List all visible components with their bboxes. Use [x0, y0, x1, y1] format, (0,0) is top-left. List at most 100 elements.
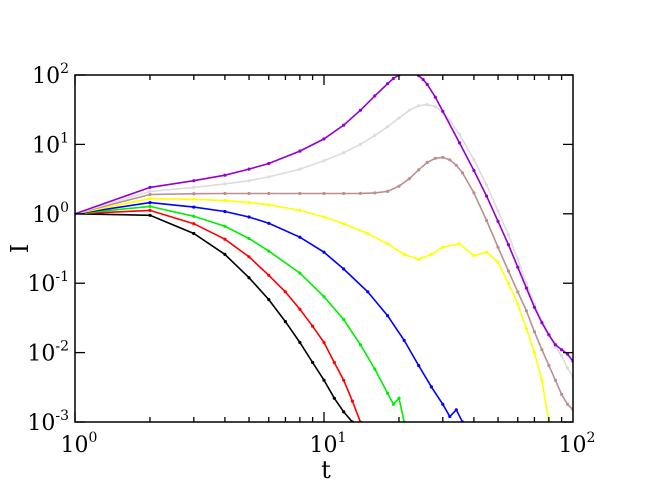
tick-exponent: 1: [60, 130, 69, 146]
data-point: [407, 177, 411, 181]
data-point: [373, 367, 377, 371]
series-0: [75, 212, 354, 422]
y-tick-label: 10-2: [27, 339, 69, 367]
data-point: [540, 321, 544, 325]
data-point: [342, 267, 346, 271]
series-line: [75, 209, 362, 422]
data-point: [192, 192, 196, 196]
tick-exponent: 0: [60, 200, 69, 216]
series-line: [75, 197, 550, 422]
series-line: [75, 103, 573, 378]
data-point: [342, 151, 346, 155]
data-point: [560, 392, 564, 396]
tick-exponent: 0: [89, 430, 98, 446]
tick-base: 10: [27, 272, 55, 297]
data-point: [524, 327, 529, 331]
data-point: [402, 338, 406, 342]
data-point: [322, 191, 326, 196]
data-point: [358, 108, 362, 112]
data-point: [223, 224, 227, 228]
data-point: [247, 191, 251, 196]
series-line: [75, 75, 573, 362]
data-point: [192, 222, 196, 226]
data-point: [223, 191, 227, 196]
data-point: [267, 298, 271, 302]
data-point: [267, 175, 271, 179]
data-point: [524, 309, 529, 313]
data-point: [148, 197, 152, 201]
data-point: [247, 167, 251, 171]
data-point: [433, 156, 437, 160]
x-tick-label: 102: [559, 430, 596, 458]
data-point: [332, 360, 336, 365]
data-point: [441, 109, 445, 113]
y-tick-label: 10-3: [27, 408, 69, 436]
data-point: [485, 183, 489, 187]
series-7: [75, 75, 573, 363]
data-point: [425, 82, 429, 87]
data-point: [342, 191, 346, 196]
tick-base: 10: [27, 342, 55, 367]
data-point: [342, 317, 346, 322]
data-point: [496, 219, 500, 223]
data-point: [397, 116, 401, 120]
y-tick-label: 101: [32, 130, 69, 158]
data-point: [298, 149, 302, 153]
series-6: [75, 103, 573, 379]
data-point: [391, 76, 395, 81]
data-point: [516, 302, 520, 306]
data-point: [397, 396, 401, 400]
series-line: [75, 201, 464, 422]
tick-exponent: 1: [338, 430, 347, 446]
data-point: [373, 94, 377, 98]
tick-base: 10: [61, 433, 89, 458]
data-point: [454, 408, 458, 412]
data-point: [373, 133, 377, 137]
data-point: [366, 231, 370, 236]
data-point: [247, 201, 251, 205]
tick-base: 10: [559, 433, 587, 458]
data-point: [322, 215, 326, 219]
data-point: [417, 257, 421, 261]
data-point: [192, 185, 196, 189]
data-point: [192, 214, 196, 218]
data-point: [298, 235, 302, 239]
data-point: [540, 348, 544, 352]
data-point: [148, 213, 152, 217]
data-point: [342, 123, 346, 127]
data-point: [322, 159, 326, 163]
data-point: [148, 208, 152, 212]
data-point: [267, 203, 271, 207]
data-point: [496, 209, 500, 213]
data-point: [547, 333, 551, 337]
tick-base: 10: [32, 64, 60, 89]
data-point: [358, 343, 362, 347]
tick-exponent: 2: [60, 61, 69, 77]
series-line: [75, 213, 354, 422]
data-point: [565, 366, 570, 370]
data-point: [350, 399, 354, 403]
data-point: [283, 290, 287, 294]
data-point: [298, 307, 302, 311]
data-point: [358, 191, 362, 195]
data-point: [247, 179, 251, 183]
data-point: [148, 204, 152, 208]
data-point: [322, 378, 326, 382]
series-5: [75, 155, 573, 412]
tick-base: 10: [32, 133, 60, 158]
data-point: [417, 168, 421, 172]
data-point: [532, 305, 537, 309]
data-point: [433, 105, 437, 109]
data-point: [311, 324, 315, 328]
data-point: [267, 249, 271, 253]
data-point: [448, 158, 452, 162]
series-2: [75, 204, 406, 422]
data-point: [457, 242, 462, 246]
data-point: [148, 185, 152, 189]
series-layer: [75, 75, 573, 422]
data-point: [524, 286, 529, 290]
data-point: [506, 233, 510, 237]
data-point: [322, 137, 326, 141]
data-point: [332, 396, 336, 400]
data-point: [457, 141, 462, 145]
